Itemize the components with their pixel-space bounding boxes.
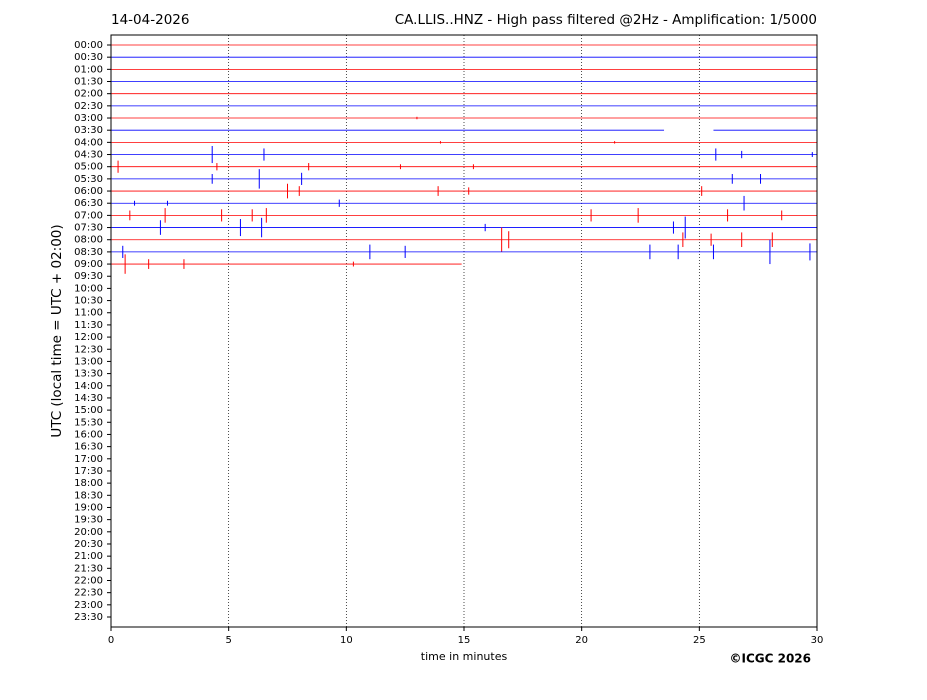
- y-tick-label: 11:30: [74, 320, 103, 331]
- y-tick-label: 14:30: [74, 393, 103, 404]
- y-tick-label: 16:00: [74, 429, 103, 440]
- y-tick-label: 08:00: [74, 235, 103, 246]
- y-tick-label: 19:30: [74, 515, 103, 526]
- y-tick-label: 08:30: [74, 247, 103, 258]
- y-tick-label: 20:00: [74, 527, 103, 538]
- x-tick-label: 0: [108, 635, 114, 646]
- x-tick-label: 15: [458, 635, 471, 646]
- y-tick-label: 13:00: [74, 356, 103, 367]
- x-tick-label: 10: [340, 635, 353, 646]
- y-tick-label: 07:30: [74, 223, 103, 234]
- copyright: ©ICGC 2026: [729, 652, 811, 666]
- y-tick-label: 22:00: [74, 575, 103, 586]
- y-tick-label: 21:00: [74, 551, 103, 562]
- y-tick-label: 06:00: [74, 186, 103, 197]
- y-tick-label: 05:30: [74, 174, 103, 185]
- x-tick-label: 20: [575, 635, 588, 646]
- y-tick-label: 16:30: [74, 442, 103, 453]
- y-tick-label: 02:00: [74, 89, 103, 100]
- x-tick-label: 30: [811, 635, 824, 646]
- y-tick-label: 07:00: [74, 210, 103, 221]
- y-tick-label: 18:30: [74, 490, 103, 501]
- y-tick-label: 20:30: [74, 539, 103, 550]
- y-tick-label: 01:00: [74, 64, 103, 75]
- x-tick-label: 5: [225, 635, 231, 646]
- y-tick-label: 06:30: [74, 198, 103, 209]
- y-tick-label: 15:00: [74, 405, 103, 416]
- y-tick-label: 02:30: [74, 101, 103, 112]
- y-tick-label: 01:30: [74, 77, 103, 88]
- y-tick-label: 19:00: [74, 502, 103, 513]
- y-tick-label: 14:00: [74, 381, 103, 392]
- y-tick-label: 18:00: [74, 478, 103, 489]
- y-tick-label: 03:00: [74, 113, 103, 124]
- y-tick-label: 23:00: [74, 600, 103, 611]
- y-tick-label: 05:00: [74, 162, 103, 173]
- y-tick-label: 17:00: [74, 454, 103, 465]
- y-tick-label: 00:00: [74, 40, 103, 51]
- y-tick-label: 00:30: [74, 52, 103, 63]
- y-tick-label: 10:00: [74, 283, 103, 294]
- y-tick-label: 04:30: [74, 150, 103, 161]
- y-tick-label: 12:00: [74, 332, 103, 343]
- y-tick-label: 21:30: [74, 563, 103, 574]
- y-axis-label: UTC (local time = UTC + 02:00): [49, 224, 65, 437]
- date-title: 14-04-2026: [111, 12, 189, 28]
- y-tick-label: 17:30: [74, 466, 103, 477]
- y-tick-label: 13:30: [74, 369, 103, 380]
- y-tick-label: 23:30: [74, 612, 103, 623]
- y-tick-label: 15:30: [74, 417, 103, 428]
- x-axis-label: time in minutes: [421, 650, 508, 663]
- y-tick-label: 10:30: [74, 296, 103, 307]
- y-tick-label: 22:30: [74, 588, 103, 599]
- plot-frame: [110, 34, 818, 628]
- y-tick-label: 12:30: [74, 344, 103, 355]
- y-tick-label: 09:30: [74, 271, 103, 282]
- y-tick-label: 03:30: [74, 125, 103, 136]
- y-tick-label: 04:00: [74, 137, 103, 148]
- x-tick-label: 25: [693, 635, 706, 646]
- y-tick-label: 09:00: [74, 259, 103, 270]
- chart-title: CA.LLIS..HNZ - High pass filtered @2Hz -…: [395, 12, 817, 28]
- y-tick-label: 11:00: [74, 308, 103, 319]
